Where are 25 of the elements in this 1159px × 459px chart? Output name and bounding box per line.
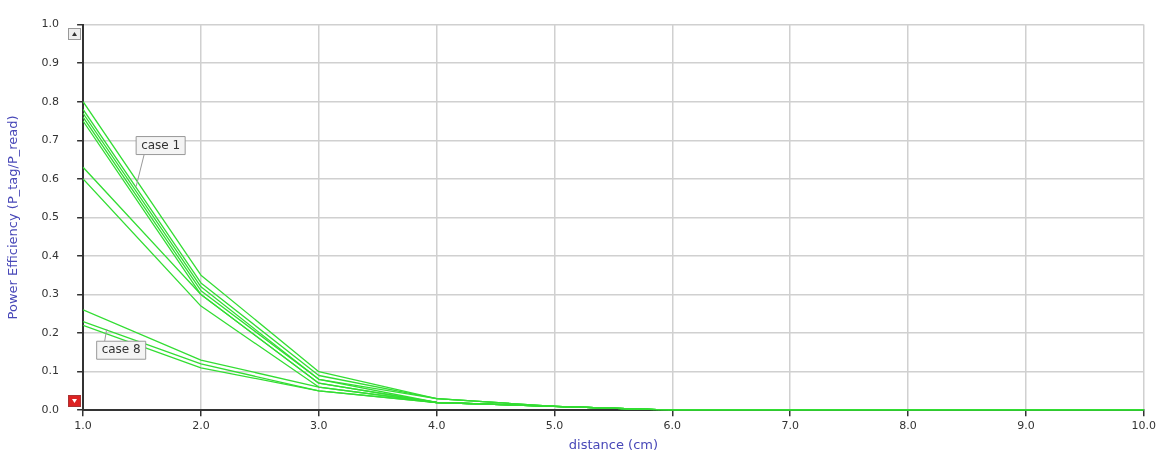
x-tick-label: 9.0 bbox=[1017, 418, 1035, 432]
y-tick-label: 0.7 bbox=[41, 133, 60, 147]
x-tick-label: 2.0 bbox=[192, 418, 210, 432]
y-tick-label: 0.3 bbox=[41, 287, 60, 301]
x-tick-label: 4.0 bbox=[427, 418, 446, 432]
y-axis-title: Power Efficiency (P_tag/P_read) bbox=[5, 115, 21, 320]
y-tick-label: 0.2 bbox=[41, 325, 60, 339]
x-tick-label: 6.0 bbox=[663, 418, 682, 432]
y-tick-label: 0.9 bbox=[41, 56, 60, 70]
y-tick-label: 0.4 bbox=[41, 248, 60, 262]
y-tick-label: 0.0 bbox=[41, 403, 60, 417]
y-tick-label: 0.1 bbox=[41, 364, 60, 378]
y-tick-label: 0.6 bbox=[41, 171, 60, 185]
x-axis-title: distance (cm) bbox=[568, 436, 659, 452]
annotation: case 8 bbox=[101, 342, 141, 357]
x-tick-label: 7.0 bbox=[781, 418, 799, 432]
x-tick-label: 5.0 bbox=[545, 418, 564, 432]
x-tick-label: 10.0 bbox=[1131, 418, 1156, 432]
x-tick-label: 8.0 bbox=[899, 418, 917, 432]
y-tick-label: 0.5 bbox=[41, 210, 60, 224]
y-tick-label: 0.8 bbox=[41, 94, 60, 108]
annotation: case 1 bbox=[141, 137, 181, 152]
x-tick-label: 3.0 bbox=[310, 418, 328, 432]
y-tick-label: 1.0 bbox=[41, 17, 60, 31]
x-tick-label: 1.0 bbox=[74, 418, 92, 432]
